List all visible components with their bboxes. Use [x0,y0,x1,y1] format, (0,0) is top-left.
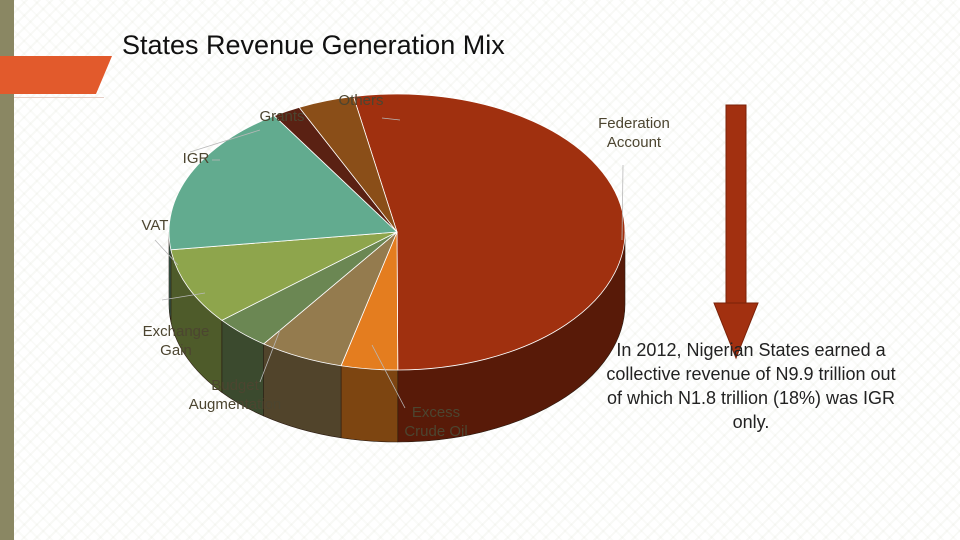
slice-igr [168,115,398,251]
slice-label-excess-crude-oil: Excess Crude Oil [404,404,467,440]
orange-tab-shape [0,56,112,94]
leader-line-budget-augmentation [259,329,281,383]
page-title: States Revenue Generation Mix [122,30,505,60]
slice-label-vat: VAT [142,217,169,234]
left-accent-strip [0,0,14,540]
slice-label-federation-account: Federation Account [598,115,670,151]
slice-label-budget-augmentation: Budget Augmentation [189,377,282,413]
leader-line-exchange-gain [161,292,206,301]
slice-vat [170,231,398,321]
slice-others [298,96,398,233]
leader-line-vat [154,239,179,266]
leader-line-grants [189,129,261,153]
leader-line-federation-account [621,164,624,241]
slice-label-exchange-gain: Exchange Gain [143,323,210,359]
leader-line-others [381,117,401,121]
slice-label-others: Others [338,92,383,109]
down-arrow-icon [713,104,759,360]
tab-underline [14,97,104,98]
slice-label-grants: Grants [259,108,304,125]
slice-federation-account [352,93,626,371]
slice-label-igr: IGR [183,150,210,167]
revenue-note: In 2012, Nigerian States earned a collec… [606,340,896,432]
leader-line-excess-crude-oil [371,344,406,409]
